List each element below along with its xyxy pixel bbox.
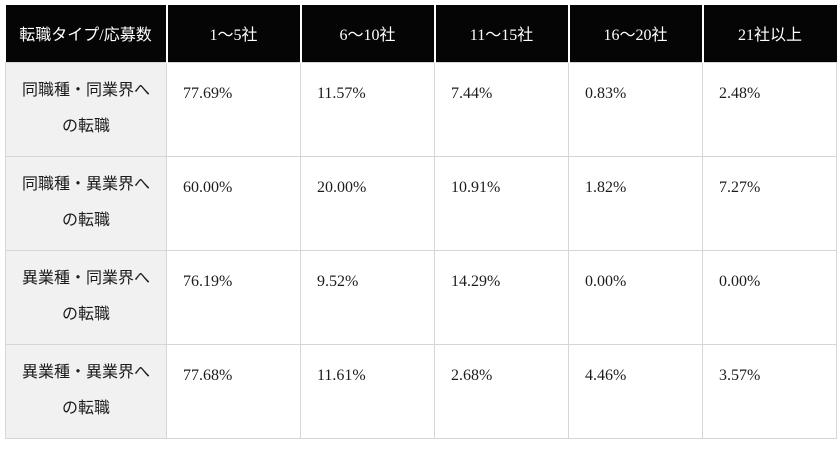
value-cell: 20.00% <box>300 155 435 251</box>
value-cell: 77.68% <box>166 343 301 439</box>
value-cell: 2.48% <box>702 61 837 157</box>
row-label: 同職種・異業界へ の転職 <box>5 155 167 251</box>
row-label: 異業種・異業界へ の転職 <box>5 343 167 439</box>
row-label-line2: の転職 <box>61 400 110 417</box>
value-cell: 9.52% <box>300 249 435 345</box>
header-cell-11-15: 11〜15社 <box>434 5 570 62</box>
row-label: 異業種・同業界へ の転職 <box>5 249 167 345</box>
value-cell: 7.27% <box>702 155 837 251</box>
applications-table-container: 転職タイプ/応募数 1〜5社 6〜10社 11〜15社 16〜20社 21社以上… <box>5 5 837 439</box>
row-label-line1: 異業種・同業界へ <box>21 270 150 287</box>
row-label-line1: 同職種・異業界へ <box>21 176 150 193</box>
applications-per-job-change-type-table: 転職タイプ/応募数 1〜5社 6〜10社 11〜15社 16〜20社 21社以上… <box>5 5 837 439</box>
value-cell: 14.29% <box>434 249 569 345</box>
header-cell-1-5: 1〜5社 <box>166 5 302 62</box>
table-row: 異業種・異業界へ の転職 77.68% 11.61% 2.68% 4.46% 3… <box>5 343 837 439</box>
header-cell-21plus: 21社以上 <box>702 5 837 62</box>
table-row: 異業種・同業界へ の転職 76.19% 9.52% 14.29% 0.00% 0… <box>5 249 837 345</box>
row-label-line1: 同職種・同業界へ <box>21 82 150 99</box>
table-row: 同職種・同業界へ の転職 77.69% 11.57% 7.44% 0.83% 2… <box>5 61 837 157</box>
value-cell: 11.61% <box>300 343 435 439</box>
value-cell: 60.00% <box>166 155 301 251</box>
value-cell: 0.83% <box>568 61 703 157</box>
value-cell: 0.00% <box>702 249 837 345</box>
value-cell: 1.82% <box>568 155 703 251</box>
value-cell: 0.00% <box>568 249 703 345</box>
table-row: 同職種・異業界へ の転職 60.00% 20.00% 10.91% 1.82% … <box>5 155 837 251</box>
value-cell: 4.46% <box>568 343 703 439</box>
header-cell-type: 転職タイプ/応募数 <box>5 5 168 62</box>
value-cell: 3.57% <box>702 343 837 439</box>
row-label: 同職種・同業界へ の転職 <box>5 61 167 157</box>
row-label-line1: 異業種・異業界へ <box>21 364 150 381</box>
value-cell: 11.57% <box>300 61 435 157</box>
value-cell: 10.91% <box>434 155 569 251</box>
header-cell-6-10: 6〜10社 <box>300 5 436 62</box>
value-cell: 77.69% <box>166 61 301 157</box>
row-label-line2: の転職 <box>61 212 110 229</box>
value-cell: 7.44% <box>434 61 569 157</box>
row-label-line2: の転職 <box>61 118 110 135</box>
value-cell: 2.68% <box>434 343 569 439</box>
header-row: 転職タイプ/応募数 1〜5社 6〜10社 11〜15社 16〜20社 21社以上 <box>5 5 837 62</box>
row-label-line2: の転職 <box>61 306 110 323</box>
header-cell-16-20: 16〜20社 <box>568 5 704 62</box>
value-cell: 76.19% <box>166 249 301 345</box>
